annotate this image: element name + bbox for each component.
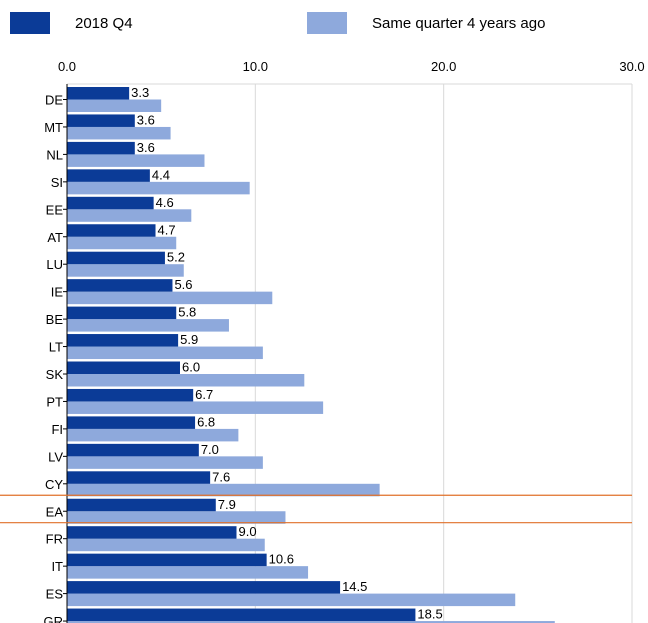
category-label: CY (45, 477, 63, 492)
data-label: 7.6 (212, 469, 230, 484)
bar-current (67, 87, 130, 100)
bar-current (67, 526, 237, 539)
bar-current (67, 279, 173, 292)
category-label: EA (46, 504, 64, 519)
bar-prior (67, 154, 205, 167)
bar-current (67, 608, 416, 622)
data-label: 4.4 (152, 167, 170, 182)
legend: 2018 Q4 Same quarter 4 years ago (0, 0, 648, 48)
bar-current (67, 498, 216, 512)
legend-swatch-current (10, 12, 50, 34)
bar-current (67, 196, 154, 210)
data-label: 5.2 (167, 250, 185, 265)
bar-prior (67, 126, 171, 140)
category-label: AT (47, 230, 63, 245)
legend-item-current: 2018 Q4 (10, 12, 133, 34)
legend-swatch-prior (307, 12, 347, 34)
bar-current (67, 114, 135, 127)
bar-prior (67, 99, 162, 112)
category-label: ES (46, 587, 64, 602)
x-tick-label: 30.0 (619, 59, 644, 74)
bar-current (67, 361, 180, 374)
bar-prior (67, 566, 309, 579)
data-label: 5.9 (180, 332, 198, 347)
bar-prior (67, 401, 324, 414)
category-label: LT (49, 340, 63, 355)
category-label: LV (48, 449, 63, 464)
bar-prior (67, 511, 286, 524)
data-label: 5.8 (178, 305, 196, 320)
bar-prior (67, 374, 305, 387)
data-label: 14.5 (342, 579, 367, 594)
category-label: MT (44, 120, 63, 135)
bar-prior (67, 346, 263, 360)
bar-current (67, 388, 194, 402)
bar-prior (67, 456, 263, 469)
category-label: LU (46, 257, 63, 272)
bar-current (67, 141, 135, 155)
data-label: 3.6 (137, 112, 155, 127)
bar-prior (67, 264, 184, 277)
data-label: 6.0 (182, 360, 200, 375)
data-label: 6.7 (195, 387, 213, 402)
data-label: 9.0 (239, 524, 257, 539)
bar-current (67, 251, 165, 265)
data-label: 4.6 (156, 195, 174, 210)
bar-prior (67, 181, 250, 195)
bar-prior (67, 319, 229, 332)
category-label: IT (51, 559, 63, 574)
bar-current (67, 471, 211, 484)
bar-current (67, 416, 196, 429)
data-label: 18.5 (417, 607, 442, 622)
bar-prior (67, 538, 265, 552)
data-label: 10.6 (269, 552, 294, 567)
category-label: IE (51, 285, 64, 300)
legend-label-prior: Same quarter 4 years ago (372, 14, 546, 32)
category-label: SK (46, 367, 64, 382)
bar-prior (67, 236, 177, 250)
legend-label-current: 2018 Q4 (75, 14, 133, 32)
bar-prior (67, 593, 516, 607)
data-label: 3.3 (131, 85, 149, 100)
data-label: 7.9 (218, 497, 236, 512)
bar-current (67, 581, 341, 594)
data-label: 5.6 (174, 277, 192, 292)
data-label: 4.7 (158, 222, 176, 237)
bar-prior (67, 483, 380, 497)
bar-current (67, 224, 156, 237)
data-label: 7.0 (201, 442, 219, 457)
bar-prior (67, 428, 239, 442)
x-tick-label: 10.0 (243, 59, 268, 74)
category-label: PT (46, 394, 63, 409)
category-label: GR (44, 614, 64, 623)
bar-prior (67, 291, 273, 305)
category-label: BE (46, 312, 64, 327)
category-label: SI (51, 175, 63, 190)
category-label: FI (51, 422, 63, 437)
category-label: DE (45, 93, 63, 108)
category-label: NL (46, 147, 63, 162)
x-tick-label: 0.0 (58, 59, 76, 74)
data-label: 3.6 (137, 140, 155, 155)
bar-current (67, 169, 150, 182)
legend-item-prior: Same quarter 4 years ago (307, 12, 545, 34)
bar-current (67, 306, 177, 320)
bar-prior (67, 209, 192, 222)
bar-current (67, 553, 267, 567)
x-tick-label: 20.0 (431, 59, 456, 74)
category-label: FR (46, 532, 63, 547)
bar-prior (67, 621, 555, 623)
bar-current (67, 443, 199, 457)
data-label: 6.8 (197, 414, 215, 429)
category-label: EE (46, 202, 64, 217)
bar-current (67, 334, 179, 347)
